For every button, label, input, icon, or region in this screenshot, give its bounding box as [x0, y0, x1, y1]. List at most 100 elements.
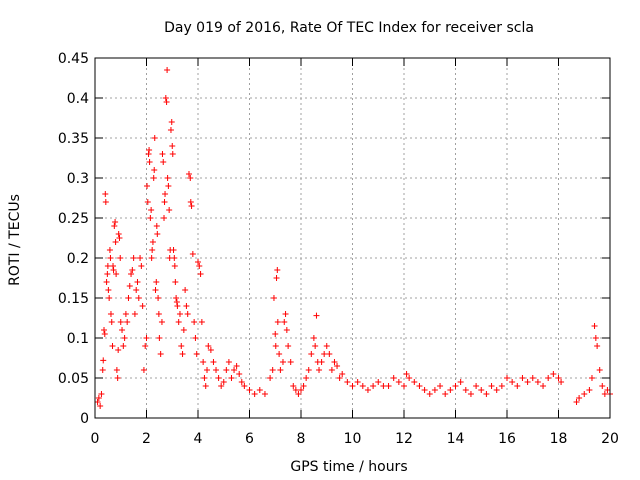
data-point — [198, 319, 205, 325]
data-point — [380, 383, 387, 389]
x-tick-label: 4 — [194, 431, 203, 447]
data-point — [128, 271, 135, 277]
data-point — [144, 183, 151, 189]
data-point — [191, 319, 198, 325]
data-point — [318, 359, 325, 365]
data-point — [125, 295, 132, 301]
data-point — [514, 383, 521, 389]
data-point — [197, 271, 204, 277]
data-point — [153, 223, 160, 229]
data-point — [173, 299, 180, 305]
x-tick-label: 18 — [550, 431, 568, 447]
data-point — [213, 367, 220, 373]
data-point — [591, 323, 598, 329]
x-tick-label: 2 — [142, 431, 151, 447]
data-point — [504, 375, 510, 381]
data-point — [359, 383, 366, 389]
data-point — [287, 359, 294, 365]
data-point — [300, 383, 307, 389]
y-tick-label: 0.1 — [67, 331, 89, 347]
data-point — [169, 151, 176, 157]
data-point — [196, 263, 203, 269]
data-point — [105, 287, 112, 293]
data-point — [270, 295, 277, 301]
data-point — [167, 127, 174, 133]
y-axis-label: ROTI / TECUs — [7, 194, 23, 286]
data-point — [218, 383, 225, 389]
data-point — [180, 327, 187, 333]
data-point — [133, 287, 140, 293]
data-point — [292, 387, 299, 393]
data-point — [207, 347, 214, 353]
data-point — [540, 383, 547, 389]
data-point — [592, 335, 599, 341]
data-point — [534, 379, 541, 385]
data-point — [473, 383, 480, 389]
data-point — [176, 311, 183, 317]
x-tick-label: 16 — [498, 431, 516, 447]
data-point — [261, 391, 268, 397]
data-point — [173, 295, 180, 301]
data-point — [161, 199, 168, 205]
data-point — [101, 331, 108, 337]
data-point — [188, 203, 195, 209]
data-point — [112, 239, 119, 245]
data-point — [285, 343, 292, 349]
data-point — [599, 383, 606, 389]
data-point — [107, 255, 114, 261]
data-point — [403, 371, 410, 377]
data-point — [126, 283, 133, 289]
data-point — [179, 351, 186, 357]
data-point — [339, 371, 346, 377]
data-point — [447, 387, 454, 393]
data-point — [426, 391, 433, 397]
data-point — [594, 343, 601, 349]
data-point — [588, 375, 595, 381]
data-point — [519, 375, 526, 381]
data-point — [344, 379, 351, 385]
data-point — [114, 375, 121, 381]
data-point — [164, 175, 171, 181]
data-point — [310, 335, 317, 341]
data-point — [107, 311, 114, 317]
data-point — [162, 191, 169, 197]
data-point — [274, 267, 281, 273]
data-point — [140, 367, 147, 373]
y-tick-label: 0.3 — [67, 171, 89, 187]
data-point — [281, 319, 288, 325]
data-point — [101, 327, 108, 333]
data-point — [166, 207, 173, 213]
data-point — [421, 387, 428, 393]
data-point — [416, 383, 423, 389]
data-point — [586, 387, 593, 393]
data-point — [375, 379, 382, 385]
data-point — [124, 319, 131, 325]
data-point — [321, 351, 328, 357]
data-point — [401, 383, 407, 389]
data-point — [102, 191, 109, 197]
data-point — [390, 375, 397, 381]
axes-layer: 0 0.05 0.1 0.15 0.2 0.25 0.3 0.35 0.4 0.45 0 2 4 6 8 10… — [58, 51, 619, 447]
chart-title: Day 019 of 2016, Rate Of TEC Index for r… — [164, 20, 534, 36]
data-point — [323, 343, 330, 349]
data-point — [157, 351, 164, 357]
data-point — [148, 255, 155, 261]
data-point — [478, 387, 485, 393]
data-point — [282, 311, 289, 317]
data-point — [411, 379, 418, 385]
data-point — [334, 363, 341, 369]
data-point — [129, 267, 136, 273]
data-point — [138, 263, 145, 269]
data-point — [205, 343, 212, 349]
data-point — [596, 367, 603, 373]
data-point — [153, 279, 160, 285]
data-point — [109, 343, 116, 349]
data-point — [431, 387, 438, 393]
data-point — [364, 387, 371, 393]
data-point — [120, 343, 127, 349]
data-point — [509, 379, 516, 385]
x-tick-label: 6 — [245, 431, 254, 447]
data-point — [313, 312, 320, 319]
data-point — [231, 367, 238, 373]
data-point — [272, 331, 279, 337]
